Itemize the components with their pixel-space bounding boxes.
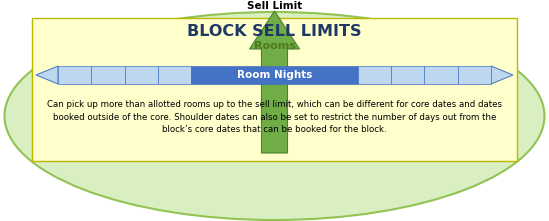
Bar — [258, 66, 291, 84]
Bar — [32, 18, 517, 161]
Text: Rooms: Rooms — [254, 41, 295, 51]
Bar — [158, 66, 191, 84]
FancyArrow shape — [249, 11, 300, 153]
Bar — [358, 66, 391, 84]
Text: Sell Limit: Sell Limit — [247, 1, 302, 11]
Bar — [125, 66, 158, 84]
Polygon shape — [491, 66, 513, 84]
Ellipse shape — [4, 12, 545, 220]
Text: Room Nights: Room Nights — [237, 70, 312, 80]
Bar — [324, 66, 358, 84]
Bar — [225, 66, 258, 84]
Bar — [191, 66, 225, 84]
Bar — [391, 66, 424, 84]
Text: BLOCK SELL LIMITS: BLOCK SELL LIMITS — [187, 25, 362, 40]
Bar — [58, 66, 91, 84]
Bar — [458, 66, 491, 84]
Bar — [424, 66, 458, 84]
Bar — [291, 66, 324, 84]
Bar — [91, 66, 125, 84]
Polygon shape — [36, 66, 58, 84]
Text: Can pick up more than allotted rooms up to the sell limit, which can be differen: Can pick up more than allotted rooms up … — [47, 100, 502, 134]
